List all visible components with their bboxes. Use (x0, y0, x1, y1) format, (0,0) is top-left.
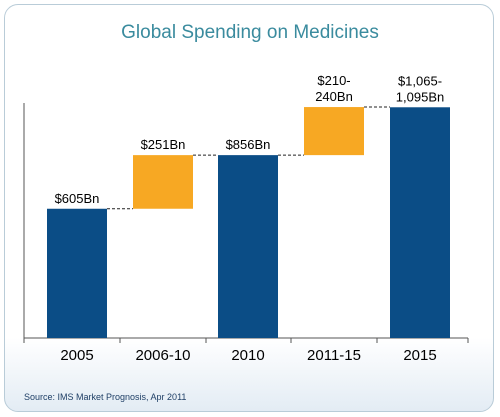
bar-2015 (390, 107, 450, 338)
data-label-2010: $856Bn (226, 137, 271, 152)
data-label-2006-10: $251Bn (141, 137, 186, 152)
bar-2006-10 (133, 155, 193, 209)
bar-2010 (218, 155, 278, 338)
x-tick-label-2011-15: 2011-15 (307, 347, 361, 364)
source-note: Source: IMS Market Prognosis, Apr 2011 (24, 392, 187, 402)
x-tick-label-2006-10: 2006-10 (135, 347, 190, 364)
data-label-2005: $605Bn (55, 191, 100, 206)
bar-2005 (47, 208, 107, 338)
chart-title: Global Spending on Medicines (121, 22, 379, 43)
bar-2011-15 (304, 107, 364, 156)
x-tick-label-2010: 2010 (231, 347, 264, 364)
x-tick-label-2015: 2015 (403, 347, 436, 364)
data-label-2015: $1,065-1,095Bn (396, 73, 444, 104)
data-label-2011-15: $210-240Bn (315, 73, 353, 104)
x-tick-label-2005: 2005 (60, 347, 93, 364)
